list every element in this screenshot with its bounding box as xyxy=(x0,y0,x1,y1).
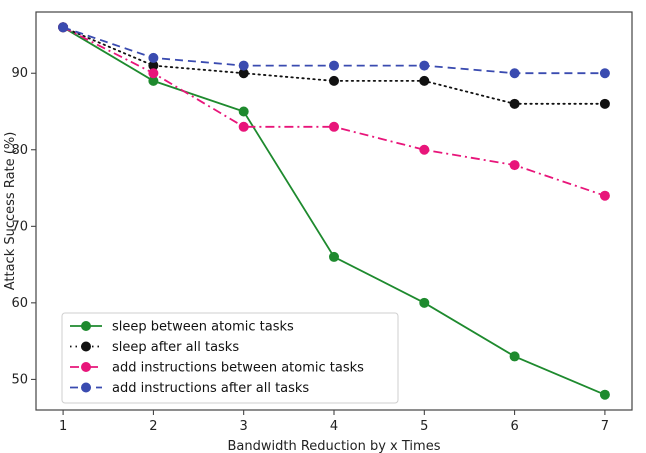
data-point xyxy=(419,75,430,86)
data-point xyxy=(509,351,520,362)
y-tick-label: 80 xyxy=(11,143,28,158)
legend-swatch-marker xyxy=(81,321,91,331)
legend-swatch-marker xyxy=(81,382,91,393)
data-point xyxy=(148,75,159,86)
y-tick-label: 90 xyxy=(11,66,28,81)
legend-label: add instructions between atomic tasks xyxy=(112,361,364,376)
legend-label: add instructions after all tasks xyxy=(112,381,309,396)
data-point xyxy=(419,297,430,308)
data-point xyxy=(599,389,610,400)
legend-item: add instructions after all tasks xyxy=(70,381,309,396)
y-tick-label: 60 xyxy=(11,296,28,311)
data-point xyxy=(58,22,69,33)
data-point xyxy=(599,68,610,79)
plot-frame xyxy=(35,11,633,411)
data-point xyxy=(599,190,610,201)
x-tick-label: 4 xyxy=(330,419,338,434)
x-tick-label: 5 xyxy=(420,419,428,434)
legend-item: sleep between atomic tasks xyxy=(70,320,294,335)
axes-layer: 1 2 3 4 5 6 7 50 60 70 80 90 xyxy=(11,11,633,434)
series-layer xyxy=(58,22,610,400)
x-axis-label: Bandwidth Reduction by x Times xyxy=(228,439,441,453)
x-tick-label: 3 xyxy=(240,419,248,434)
legend-item: sleep after all tasks xyxy=(70,340,239,355)
data-point xyxy=(599,98,610,109)
data-point xyxy=(509,98,520,109)
x-tick-label: 1 xyxy=(59,419,67,434)
data-point xyxy=(329,251,339,262)
y-axis-label: Attack Success Rate (%) xyxy=(3,132,18,291)
data-point xyxy=(238,106,249,117)
x-tick-label: 6 xyxy=(510,419,518,434)
data-point xyxy=(509,160,520,171)
series-3 xyxy=(58,22,610,79)
data-point xyxy=(148,52,159,63)
data-point xyxy=(329,75,339,86)
data-point xyxy=(329,121,339,132)
data-point xyxy=(329,60,339,71)
legend-swatch-marker xyxy=(81,362,91,372)
data-point xyxy=(419,60,430,71)
data-point xyxy=(148,68,159,79)
legend-item: add instructions between atomic tasks xyxy=(70,361,364,376)
data-point xyxy=(238,121,249,132)
legend-label: sleep between atomic tasks xyxy=(112,320,294,335)
data-point xyxy=(148,60,159,71)
y-tick-label: 70 xyxy=(11,219,28,234)
data-point xyxy=(238,68,249,79)
legend-swatch-marker xyxy=(81,341,91,352)
legend-box xyxy=(61,312,399,404)
y-tick-label: 50 xyxy=(11,372,28,387)
data-point xyxy=(238,60,249,71)
x-tick-label: 7 xyxy=(601,419,609,434)
data-point xyxy=(419,144,430,155)
x-tick-label: 2 xyxy=(149,419,157,434)
data-point xyxy=(509,68,520,79)
legend-label: sleep after all tasks xyxy=(112,340,239,355)
legend: sleep between atomic tasks sleep after al… xyxy=(61,312,399,404)
